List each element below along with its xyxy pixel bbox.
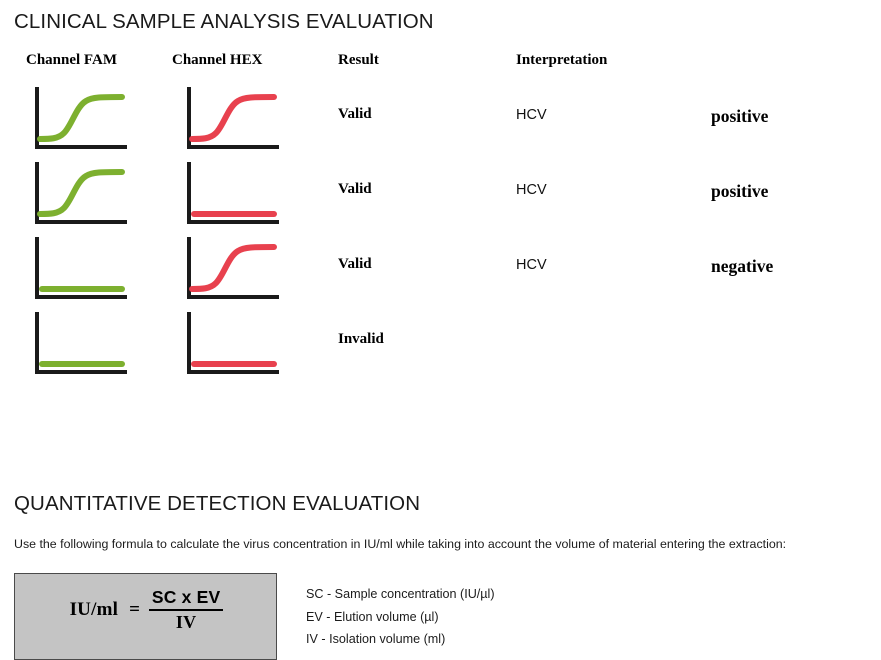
table-row: Valid HCV positive (0, 85, 881, 160)
quantitative-description: Use the following formula to calculate t… (14, 537, 787, 551)
quantitative-section-title: QUANTITATIVE DETECTION EVALUATION (14, 492, 421, 515)
formula-denominator: IV (175, 611, 197, 632)
chart-fam-row-4 (34, 310, 130, 376)
formula-fraction: SC x EV IV (148, 587, 224, 632)
row-interpretation: HCV (516, 182, 547, 198)
formula-box: IU/ml = SC x EV IV (14, 573, 277, 660)
legend-item-sc: SC - Sample concentration (IU/µl) (306, 587, 495, 601)
row-verdict: positive (711, 181, 769, 201)
formula-equals-sign: = (129, 599, 140, 620)
chart-hex-row-2 (186, 160, 282, 226)
chart-fam-row-1 (34, 85, 130, 151)
column-header-channel-fam: Channel FAM (26, 52, 117, 68)
column-header-result: Result (338, 52, 379, 68)
table-row: Invalid (0, 310, 881, 385)
formula-expression: IU/ml = SC x EV IV (15, 574, 278, 646)
table-row: Valid HCV positive (0, 160, 881, 235)
table-row: Valid HCV negative (0, 235, 881, 310)
chart-hex-row-1 (186, 85, 282, 151)
chart-fam-row-3 (34, 235, 130, 301)
row-result: Valid (338, 181, 372, 197)
chart-fam-row-2 (34, 160, 130, 226)
row-verdict: positive (711, 106, 769, 126)
legend-item-iv: IV - Isolation volume (ml) (306, 632, 446, 646)
formula-left-term: IU/ml (69, 599, 119, 620)
row-result: Invalid (338, 331, 384, 347)
formula-numerator: SC x EV (151, 587, 221, 608)
chart-hex-row-4 (186, 310, 282, 376)
formula-fraction-bar (148, 608, 224, 611)
column-header-channel-hex: Channel HEX (172, 52, 263, 68)
row-result: Valid (338, 106, 372, 122)
row-verdict: negative (711, 256, 774, 276)
column-header-interpretation: Interpretation (516, 52, 608, 68)
row-interpretation: HCV (516, 107, 547, 123)
formula-legend: SC - Sample concentration (IU/µl) EV - E… (306, 583, 495, 651)
row-interpretation: HCV (516, 257, 547, 273)
legend-item-ev: EV - Elution volume (µl) (306, 609, 439, 624)
chart-hex-row-3 (186, 235, 282, 301)
row-result: Valid (338, 256, 372, 272)
clinical-section-title: CLINICAL SAMPLE ANALYSIS EVALUATION (14, 10, 434, 33)
